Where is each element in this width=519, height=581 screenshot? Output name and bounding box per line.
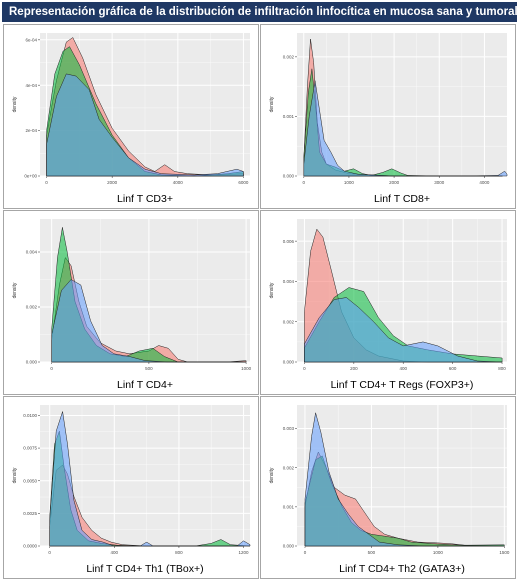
density-chart: 0 500 1000 0.000 0.002 0.004 density Linf T CD4… <box>12 219 252 391</box>
y-tick-label: 0.002 <box>283 54 295 59</box>
y-axis-title: density <box>12 96 18 112</box>
x-tick-label: 0 <box>304 550 307 555</box>
chart-panel-6: 0 500 1000 1500 0.000 0.001 0.002 0.003 density L… <box>260 396 516 579</box>
y-tick-label: 0.000 <box>283 544 295 549</box>
chart-panel-1: 0 2000 4000 6000 0e+00 2e-04 4e-04 6e-04 density… <box>3 24 259 209</box>
x-tick-label: 0 <box>48 550 51 555</box>
x-tick-label: 0 <box>303 366 306 371</box>
x-axis-title: Linf T CD4+ T Regs (FOXP3+) <box>331 379 474 391</box>
x-tick-label: 1200 <box>239 550 250 555</box>
density-area-blue <box>304 297 503 363</box>
y-tick-label: 0.004 <box>26 250 38 255</box>
x-tick-label: 2000 <box>107 180 118 185</box>
x-axis-title: Linf T CD4+ <box>117 379 173 391</box>
density-chart: 0 2000 4000 6000 0e+00 2e-04 4e-04 6e-04 density… <box>12 33 250 205</box>
x-tick-label: 3000 <box>434 180 445 185</box>
x-tick-label: 1000 <box>433 550 444 555</box>
x-tick-label: 1000 <box>344 180 355 185</box>
y-tick-label: 0.001 <box>283 504 295 509</box>
y-tick-label: 0.0075 <box>23 446 37 451</box>
x-tick-label: 0 <box>50 366 53 371</box>
x-tick-label: 2000 <box>389 180 400 185</box>
density-area-blue <box>304 412 505 547</box>
density-chart: 0 500 1000 1500 0.000 0.001 0.002 0.003 density L… <box>269 405 510 575</box>
y-axis-title: density <box>269 282 275 298</box>
y-tick-label: 0.002 <box>283 319 295 324</box>
y-tick-label: 0.002 <box>26 305 38 310</box>
x-tick-label: 800 <box>175 550 183 555</box>
y-axis-title: density <box>12 467 18 483</box>
y-tick-label: 0.006 <box>283 239 295 244</box>
y-tick-label: 4e-04 <box>25 83 37 88</box>
y-tick-label: 0.0025 <box>23 511 37 516</box>
y-tick-label: 0.000 <box>283 360 295 365</box>
y-tick-label: 0.0000 <box>23 544 37 549</box>
x-tick-label: 200 <box>350 366 358 371</box>
density-chart: 0 1000 2000 3000 4000 0.000 0.001 0.002 density L… <box>269 33 508 205</box>
y-tick-label: 6e-04 <box>25 37 37 42</box>
chart-panel-3: 0 500 1000 0.000 0.002 0.004 density Linf T CD4… <box>3 210 259 395</box>
x-tick-label: 0 <box>45 180 48 185</box>
density-chart: 0 400 800 1200 0.0000 0.0025 0.0050 0.0075 0.010… <box>12 405 251 575</box>
y-tick-label: 0.000 <box>26 360 38 365</box>
y-tick-label: 2e-04 <box>25 128 37 133</box>
chart-panel-5: 0 400 800 1200 0.0000 0.0025 0.0050 0.0075 0.010… <box>3 396 259 579</box>
x-tick-label: 1000 <box>241 366 252 371</box>
x-tick-label: 400 <box>399 366 407 371</box>
x-tick-label: 800 <box>498 366 506 371</box>
x-axis-title: Linf T CD3+ <box>117 193 173 205</box>
y-tick-label: 0.002 <box>283 465 295 470</box>
y-tick-label: 0.003 <box>283 426 295 431</box>
x-tick-label: 400 <box>111 550 119 555</box>
x-tick-label: 6000 <box>238 180 249 185</box>
x-tick-label: 500 <box>145 366 153 371</box>
y-axis-title: density <box>12 282 18 298</box>
density-area-blue <box>46 73 244 177</box>
figure-title: Representación gráfica de la distribució… <box>2 2 517 22</box>
chart-panel-4: 0 200 400 600 800 0.000 0.002 0.004 0.006 density… <box>260 210 516 395</box>
y-tick-label: 0e+00 <box>24 174 37 179</box>
density-area-blue <box>303 80 508 177</box>
y-tick-label: 0.0050 <box>23 478 37 483</box>
x-tick-label: 4000 <box>479 180 490 185</box>
y-axis-title: density <box>269 96 275 112</box>
x-axis-title: Linf T CD8+ <box>374 193 430 205</box>
chart-panel-2: 0 1000 2000 3000 4000 0.000 0.001 0.002 density L… <box>260 24 516 209</box>
x-tick-label: 600 <box>449 366 457 371</box>
density-area-blue <box>49 411 251 547</box>
x-tick-label: 0 <box>303 180 306 185</box>
x-tick-label: 4000 <box>173 180 184 185</box>
density-area-blue <box>51 279 247 363</box>
y-tick-label: 0.0100 <box>23 413 37 418</box>
x-tick-label: 1500 <box>499 550 510 555</box>
y-tick-label: 0.004 <box>283 279 295 284</box>
x-axis-title: Linf T CD4+ Th2 (GATA3+) <box>339 563 465 575</box>
x-tick-label: 500 <box>368 550 376 555</box>
x-axis-title: Linf T CD4+ Th1 (TBox+) <box>86 563 203 575</box>
y-axis-title: density <box>269 467 275 483</box>
y-tick-label: 0.000 <box>283 174 295 179</box>
y-tick-label: 0.001 <box>283 114 295 119</box>
density-chart: 0 200 400 600 800 0.000 0.002 0.004 0.006 density… <box>269 219 507 391</box>
